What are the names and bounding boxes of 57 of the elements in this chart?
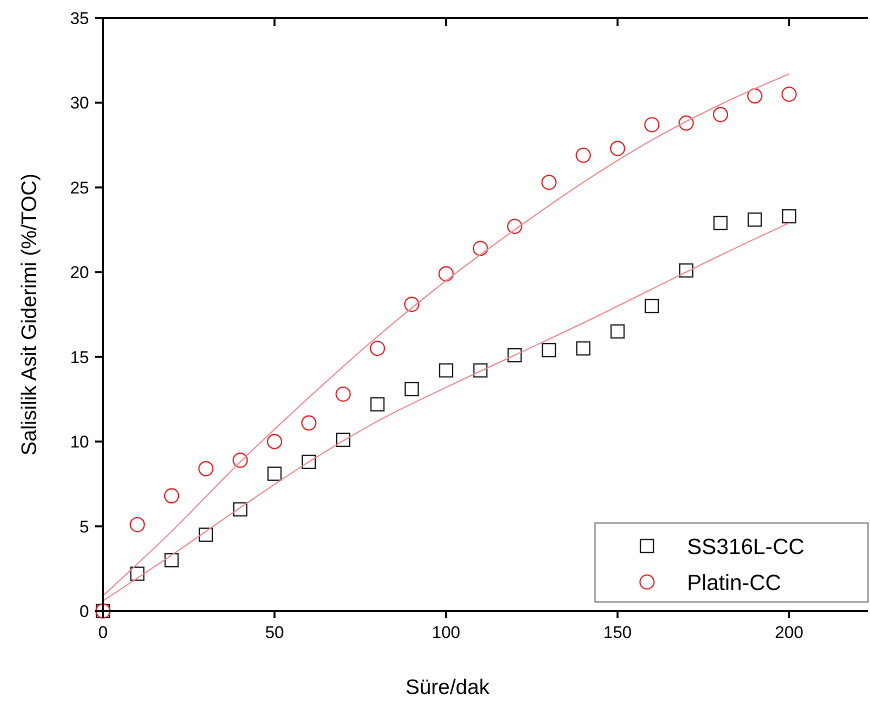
point [164,488,180,504]
point [678,115,694,131]
point [679,263,694,278]
point [198,528,214,542]
x-tick-label: 200 [774,623,804,642]
x-tick-label: 50 [265,623,284,642]
point [542,342,556,358]
point [302,454,316,470]
y-tick-label: 30 [70,94,89,113]
point [370,397,385,412]
y-tick-label: 20 [70,263,89,282]
point [576,148,591,163]
point [541,174,557,190]
point [576,341,590,356]
y-tick-label: 5 [80,517,89,536]
y-tick-label: 35 [70,9,89,28]
point [438,363,454,378]
point [267,466,282,481]
point [130,516,145,532]
point [748,212,762,227]
y-tick-label: 0 [80,602,89,621]
point [404,296,420,312]
point [164,553,179,568]
x-tick-label: 150 [603,623,632,642]
point [472,240,488,256]
y-tick-label: 10 [70,432,89,452]
point [507,218,522,234]
point [266,434,282,450]
x-axis-title: Süre/dak [405,676,490,699]
point [233,502,248,516]
point [610,140,626,156]
point [782,209,796,224]
legend-label: SS316L-CC [687,534,805,559]
y-tick-label: 25 [70,178,89,198]
point [438,266,454,282]
point [404,382,419,396]
point [644,298,660,314]
point [370,340,386,356]
point [713,216,728,230]
x-tick-label: 0 [98,623,108,642]
x-tick-label: 100 [432,623,460,642]
point [232,452,248,468]
point [508,348,522,362]
point [301,415,316,431]
point [335,386,351,402]
point [712,106,728,122]
legend-label: Platin-CC [687,570,782,595]
point [336,432,350,448]
point [610,324,625,339]
point [644,117,660,132]
point [781,86,797,102]
point [473,363,488,378]
y-tick-label: 15 [70,348,89,367]
point [130,566,144,581]
point [747,88,762,104]
point [198,461,214,476]
y-axis-title: Salisilik Asit Giderimi (%/TOC) [18,174,41,456]
